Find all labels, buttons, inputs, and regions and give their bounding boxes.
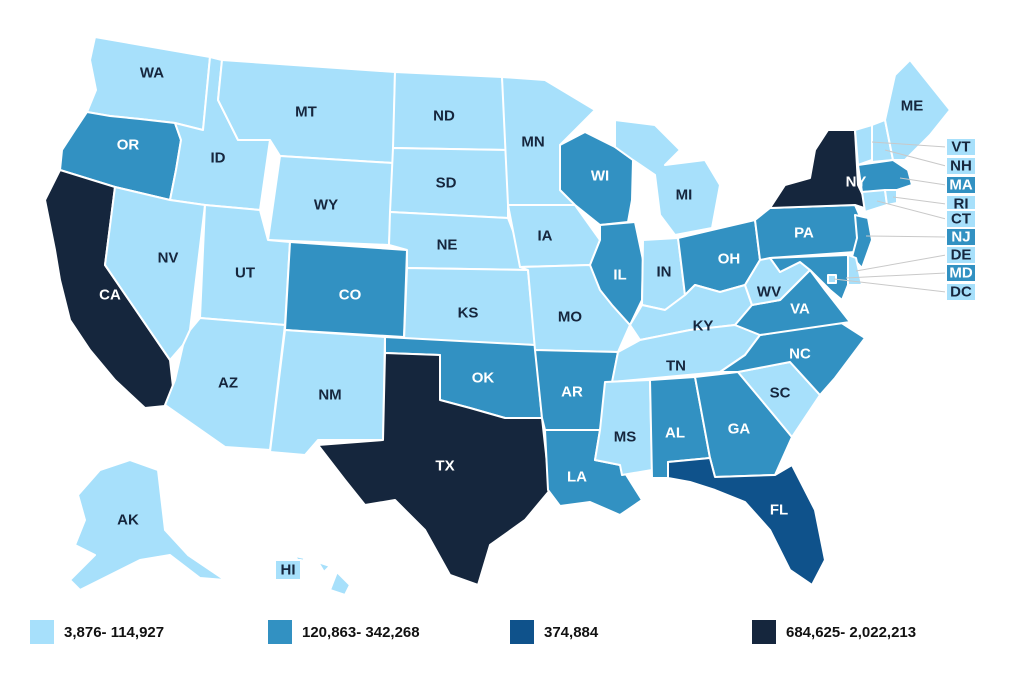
state-label-ma: MA [949, 177, 972, 194]
state-ms[interactable] [594, 379, 653, 476]
legend-label: 374,884 [544, 623, 599, 641]
legend-swatch [268, 620, 292, 644]
state-label-tx: TX [435, 458, 454, 475]
state-ak[interactable] [69, 459, 226, 591]
state-label-wv: WV [757, 284, 781, 301]
state-label-me: ME [901, 98, 924, 115]
state-md[interactable] [769, 254, 849, 301]
state-label-mo: MO [558, 309, 582, 326]
legend-label: 3,876- 114,927 [64, 623, 165, 641]
state-mi[interactable] [614, 119, 721, 236]
state-label-id: ID [211, 150, 226, 167]
state-label-ia: IA [538, 228, 553, 245]
state-fl[interactable] [667, 457, 826, 586]
callout-box-hi[interactable] [274, 559, 302, 581]
state-label-mi: MI [676, 187, 693, 204]
state-label-hi: HI [281, 562, 296, 579]
state-label-mt: MT [295, 104, 317, 121]
legend-swatch [30, 620, 54, 644]
state-label-ar: AR [561, 384, 583, 401]
state-label-ok: OK [472, 370, 495, 387]
state-vt[interactable] [854, 124, 873, 166]
state-hi-big-island[interactable] [329, 571, 351, 596]
state-label-ut: UT [235, 265, 255, 282]
state-label-ct: CT [951, 211, 971, 228]
state-il[interactable] [589, 221, 644, 326]
state-label-nv: NV [158, 250, 179, 267]
legend-item-range-1: 3,876- 114,927 [30, 620, 164, 644]
state-ri[interactable] [884, 189, 898, 206]
state-label-sd: SD [436, 175, 457, 192]
state-label-az: AZ [218, 375, 238, 392]
state-me[interactable] [884, 59, 951, 161]
state-label-co: CO [339, 287, 362, 304]
state-label-ri: RI [954, 196, 969, 213]
state-label-va: VA [790, 301, 810, 318]
state-ct[interactable] [861, 189, 888, 213]
state-label-dc: DC [950, 284, 972, 301]
state-label-nh: NH [950, 158, 972, 175]
state-label-al: AL [665, 425, 685, 442]
state-label-sc: SC [770, 385, 791, 402]
legend: 3,876- 114,927 120,863- 342,268 374,884 … [0, 612, 1024, 652]
state-label-oh: OH [718, 251, 741, 268]
state-nc[interactable] [719, 321, 866, 396]
state-label-vt: VT [951, 139, 970, 156]
state-ne[interactable] [388, 211, 529, 271]
state-label-il: IL [613, 267, 626, 284]
state-label-ky: KY [693, 318, 714, 335]
state-label-la: LA [567, 469, 587, 486]
state-hi-maui[interactable] [317, 561, 331, 573]
state-label-tn: TN [666, 358, 686, 375]
state-label-nm: NM [318, 387, 341, 404]
callout-box-dc[interactable] [945, 282, 977, 302]
legend-swatch [510, 620, 534, 644]
state-label-ca: CA [99, 287, 121, 304]
state-label-wy: WY [314, 197, 338, 214]
state-label-wi: WI [591, 168, 609, 185]
state-label-nc: NC [789, 346, 811, 363]
state-label-ak: AK [117, 512, 139, 529]
state-label-wa: WA [140, 65, 164, 82]
state-label-ny: NY [846, 174, 867, 191]
state-label-ms: MS [614, 429, 637, 446]
state-nj[interactable] [851, 214, 873, 269]
state-label-mn: MN [521, 134, 544, 151]
state-label-ks: KS [458, 305, 479, 322]
state-label-in: IN [657, 264, 672, 281]
state-ny[interactable] [769, 129, 871, 211]
legend-item-range-2: 120,863- 342,268 [268, 620, 420, 644]
legend-item-range-4: 684,625- 2,022,213 [752, 620, 916, 644]
legend-label: 120,863- 342,268 [302, 623, 420, 641]
legend-item-range-3: 374,884 [510, 620, 598, 644]
state-label-fl: FL [770, 502, 788, 519]
state-label-nj: NJ [951, 229, 970, 246]
us-choropleth-map: WA OR CA ID NV MT WY UT CO AZ NM ND SD N… [44, 36, 977, 596]
state-label-or: OR [117, 137, 140, 154]
state-dc[interactable] [827, 274, 837, 284]
state-label-de: DE [951, 247, 972, 264]
legend-swatch [752, 620, 776, 644]
state-label-md: MD [949, 265, 972, 282]
state-label-ne: NE [437, 237, 458, 254]
state-label-pa: PA [794, 225, 814, 242]
state-label-ga: GA [728, 421, 751, 438]
state-tx[interactable] [317, 352, 551, 586]
state-label-nd: ND [433, 108, 455, 125]
state-wi[interactable] [559, 131, 634, 226]
legend-label: 684,625- 2,022,213 [786, 623, 917, 641]
